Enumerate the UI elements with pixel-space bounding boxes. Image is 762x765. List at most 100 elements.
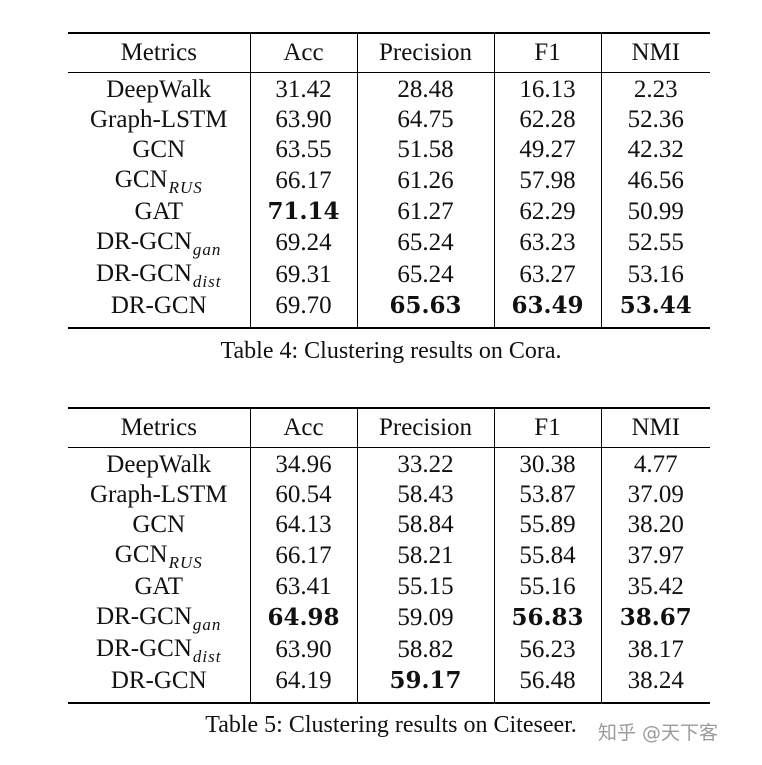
nmi-cell: 53.44 <box>619 292 692 319</box>
nmi-cell: 52.55 <box>627 229 684 256</box>
nmi-cell: 53.16 <box>627 261 684 288</box>
method-name: DR-GCN <box>96 635 192 662</box>
precision-cell: 61.26 <box>357 165 495 197</box>
nmi-cell: 2.23 <box>633 76 678 103</box>
table-row: DR-GCN 64.19 59.17 56.48 38.24 <box>68 666 710 703</box>
precision-cell: 65.63 <box>357 291 495 328</box>
precision-cell: 58.43 <box>357 480 495 510</box>
precision-cell: 59.17 <box>357 666 495 703</box>
table-row: DR-GCNgan 69.24 65.24 63.23 52.55 <box>68 227 710 259</box>
acc-cell: 64.19 <box>250 666 358 703</box>
method-name: DR-GCN <box>110 292 207 319</box>
method-name: DR-GCN <box>96 260 192 287</box>
method-cell: Graph-LSTM <box>68 105 251 135</box>
method-cell: GCNRUS <box>68 540 251 572</box>
method-name: DeepWalk <box>106 451 212 478</box>
precision-cell: 59.09 <box>357 602 495 634</box>
f1-cell: 56.23 <box>494 634 602 666</box>
cora-results-table: Metrics Acc Precision F1 NMI DeepWalk 31.… <box>68 32 710 329</box>
method-name: Graph-LSTM <box>90 481 228 508</box>
nmi-cell: 38.20 <box>627 511 684 538</box>
table-row: DR-GCNdist 63.90 58.82 56.23 38.17 <box>68 634 710 666</box>
f1-cell: 56.83 <box>494 602 602 634</box>
table-header-row: Metrics Acc Precision F1 NMI <box>68 408 710 448</box>
f1-cell: 63.27 <box>494 259 602 291</box>
method-cell: DR-GCNgan <box>68 602 251 634</box>
acc-cell: 66.17 <box>250 165 358 197</box>
method-cell: GAT <box>68 572 251 602</box>
cora-table-caption: Table 4: Clustering results on Cora. <box>220 338 562 364</box>
f1-cell: 57.98 <box>494 165 602 197</box>
method-subscript: RUS <box>168 178 203 197</box>
table-row: GAT 71.14 61.27 62.29 50.99 <box>68 197 710 227</box>
acc-cell: 69.70 <box>250 291 358 328</box>
table-row: DR-GCNgan 64.98 59.09 56.83 38.67 <box>68 602 710 634</box>
acc-cell: 66.17 <box>250 540 358 572</box>
nmi-cell: 37.97 <box>627 542 684 569</box>
header-f1: F1 <box>494 408 602 448</box>
f1-cell: 63.23 <box>494 227 602 259</box>
method-name: Graph-LSTM <box>90 106 228 133</box>
precision-cell: 64.75 <box>357 105 495 135</box>
watermark-text: 知乎 @天下客 <box>598 722 719 744</box>
table-row: GCN 64.13 58.84 55.89 38.20 <box>68 510 710 540</box>
method-name: GAT <box>134 573 184 600</box>
method-cell: DR-GCN <box>68 666 251 703</box>
header-metrics: Metrics <box>68 33 251 73</box>
nmi-cell: 37.09 <box>627 481 684 508</box>
method-subscript: RUS <box>168 553 203 572</box>
nmi-cell: 4.77 <box>633 451 678 478</box>
method-cell: GCN <box>68 510 251 540</box>
acc-cell: 34.96 <box>250 447 358 480</box>
method-cell: GCN <box>68 135 251 165</box>
acc-cell: 31.42 <box>250 72 358 105</box>
precision-cell: 58.82 <box>357 634 495 666</box>
header-metrics: Metrics <box>68 408 251 448</box>
citeseer-table-block: Metrics Acc Precision F1 NMI DeepWalk 34.… <box>68 407 710 704</box>
citeseer-table-caption: Table 5: Clustering results on Citeseer. <box>205 712 577 738</box>
nmi-cell: 35.42 <box>627 573 684 600</box>
acc-cell: 71.14 <box>250 197 358 227</box>
table-header-row: Metrics Acc Precision F1 NMI <box>68 33 710 73</box>
method-subscript: dist <box>192 272 222 291</box>
citeseer-table-body: DeepWalk 34.96 33.22 30.38 4.77 Graph-LSTM 60.… <box>68 447 710 703</box>
method-cell: DR-GCNdist <box>68 634 251 666</box>
f1-cell: 56.48 <box>494 666 602 703</box>
acc-cell: 64.13 <box>250 510 358 540</box>
nmi-cell: 52.36 <box>627 106 684 133</box>
method-name: GCN <box>132 511 186 538</box>
precision-cell: 61.27 <box>357 197 495 227</box>
f1-cell: 55.16 <box>494 572 602 602</box>
nmi-cell: 42.32 <box>627 136 684 163</box>
f1-cell: 55.89 <box>494 510 602 540</box>
acc-cell: 63.90 <box>250 634 358 666</box>
acc-cell: 69.31 <box>250 259 358 291</box>
f1-cell: 16.13 <box>494 72 602 105</box>
method-cell: DeepWalk <box>68 447 251 480</box>
header-acc: Acc <box>250 408 358 448</box>
cora-table-body: DeepWalk 31.42 28.48 16.13 2.23 Graph-LSTM 63.… <box>68 72 710 328</box>
acc-cell: 60.54 <box>250 480 358 510</box>
method-cell: GAT <box>68 197 251 227</box>
table-row: GCNRUS 66.17 58.21 55.84 37.97 <box>68 540 710 572</box>
f1-cell: 55.84 <box>494 540 602 572</box>
table-row: GAT 63.41 55.15 55.16 35.42 <box>68 572 710 602</box>
acc-cell: 64.98 <box>250 602 358 634</box>
table-row: Graph-LSTM 63.90 64.75 62.28 52.36 <box>68 105 710 135</box>
f1-cell: 49.27 <box>494 135 602 165</box>
citeseer-results-table: Metrics Acc Precision F1 NMI DeepWalk 34.… <box>68 407 710 704</box>
method-name: DR-GCN <box>96 603 192 630</box>
nmi-cell: 38.24 <box>627 667 684 694</box>
header-acc: Acc <box>250 33 358 73</box>
method-name: GCN <box>132 136 186 163</box>
header-precision: Precision <box>357 33 495 73</box>
precision-cell: 33.22 <box>357 447 495 480</box>
table-row: DR-GCN 69.70 65.63 63.49 53.44 <box>68 291 710 328</box>
method-name: DR-GCN <box>110 667 207 694</box>
method-cell: GCNRUS <box>68 165 251 197</box>
nmi-cell: 46.56 <box>627 167 684 194</box>
f1-cell: 30.38 <box>494 447 602 480</box>
precision-cell: 58.84 <box>357 510 495 540</box>
table-row: DeepWalk 31.42 28.48 16.13 2.23 <box>68 72 710 105</box>
nmi-cell: 38.17 <box>627 636 684 663</box>
